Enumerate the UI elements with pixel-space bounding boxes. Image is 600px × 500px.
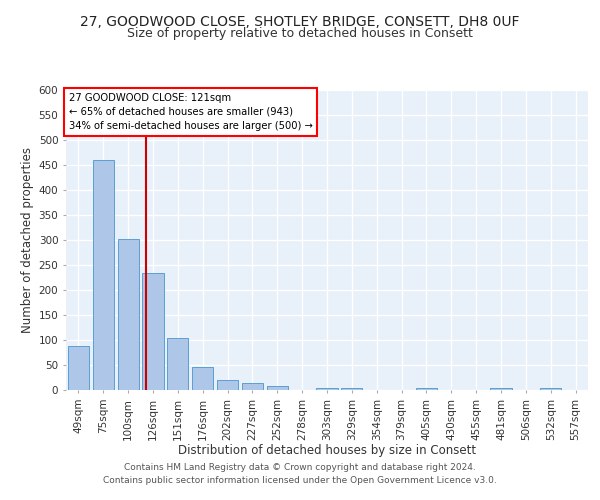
Bar [217,380,238,390]
Text: Contains HM Land Registry data © Crown copyright and database right 2024.: Contains HM Land Registry data © Crown c… [124,464,476,472]
Text: 27, GOODWOOD CLOSE, SHOTLEY BRIDGE, CONSETT, DH8 0UF: 27, GOODWOOD CLOSE, SHOTLEY BRIDGE, CONS… [80,15,520,29]
Bar [267,386,288,390]
X-axis label: Distribution of detached houses by size in Consett: Distribution of detached houses by size … [178,444,476,457]
Text: Contains public sector information licensed under the Open Government Licence v3: Contains public sector information licen… [103,476,497,485]
Bar [142,272,164,390]
Bar [416,388,437,390]
Bar [242,383,263,390]
Bar [167,338,188,390]
Bar [540,388,561,390]
Bar [490,388,512,390]
Bar [192,366,213,390]
Text: 27 GOODWOOD CLOSE: 121sqm
← 65% of detached houses are smaller (943)
34% of semi: 27 GOODWOOD CLOSE: 121sqm ← 65% of detac… [68,93,313,131]
Bar [341,388,362,390]
Text: Size of property relative to detached houses in Consett: Size of property relative to detached ho… [127,28,473,40]
Bar [316,388,338,390]
Y-axis label: Number of detached properties: Number of detached properties [22,147,34,333]
Bar [118,239,139,390]
Bar [68,346,89,390]
Bar [93,160,114,390]
